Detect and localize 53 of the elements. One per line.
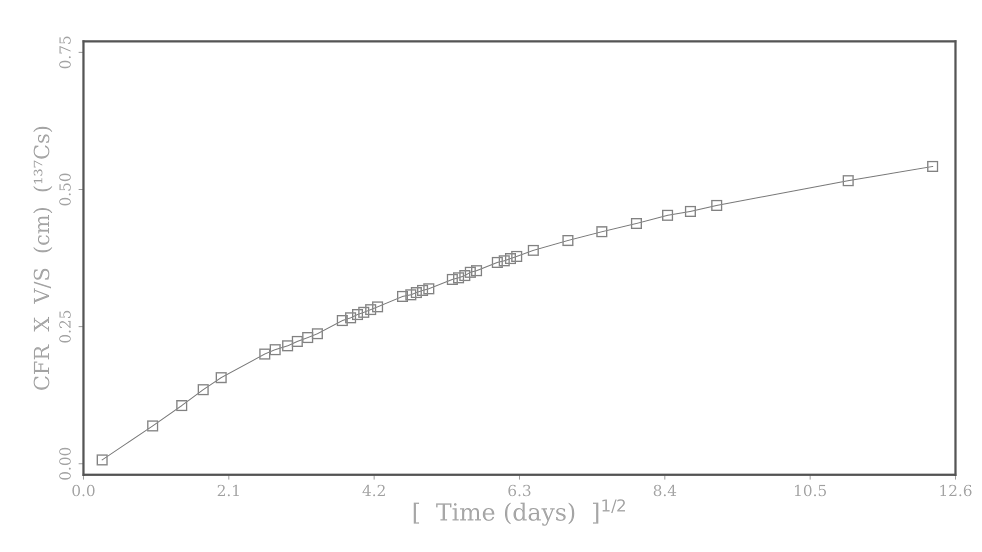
point — [176, 400, 188, 412]
y-tick-label: 0.00 — [59, 448, 71, 480]
point — [684, 206, 696, 217]
point — [365, 304, 376, 316]
point — [312, 328, 323, 340]
point — [372, 301, 384, 312]
x-tick-label: 10.5 — [795, 484, 826, 496]
point — [147, 420, 158, 432]
point — [216, 372, 227, 384]
point — [417, 284, 428, 296]
y-tick-label: 0.25 — [59, 310, 71, 343]
y-tick-label: 0.50 — [59, 174, 71, 206]
point — [453, 272, 464, 284]
point — [471, 265, 482, 276]
point — [464, 266, 476, 278]
point — [282, 340, 294, 352]
x-tick-label: 4.2 — [362, 484, 385, 496]
point — [396, 290, 408, 302]
point — [358, 306, 370, 318]
point — [259, 348, 270, 360]
point — [927, 160, 938, 172]
x-tick-label: 6.3 — [508, 484, 530, 496]
point — [596, 226, 608, 238]
point — [528, 244, 539, 256]
y-axis-title: CFR X V/S (cm) (¹³⁷Cs) — [33, 126, 52, 390]
point — [410, 287, 422, 298]
point — [292, 336, 303, 347]
point — [352, 309, 364, 320]
point — [96, 454, 108, 466]
x-axis-title: [ Time (days) ]$^{1/2}$ — [414, 499, 625, 526]
point — [842, 175, 854, 186]
x-tick-label: 2.1 — [218, 484, 239, 496]
x-tick-label: 8.4 — [654, 484, 676, 496]
point — [562, 234, 574, 246]
point — [492, 256, 503, 268]
point — [405, 289, 416, 300]
point — [504, 253, 516, 264]
point — [336, 315, 348, 326]
point — [498, 255, 510, 266]
y-tick-label: 0.75 — [59, 36, 71, 68]
point — [302, 332, 314, 344]
point — [630, 218, 642, 230]
point — [198, 384, 209, 396]
point — [662, 210, 674, 221]
point — [711, 200, 722, 211]
x-tick-label: 12.6 — [940, 484, 972, 496]
point — [446, 274, 458, 286]
point — [511, 250, 522, 262]
point — [423, 283, 434, 294]
point — [345, 312, 356, 324]
point — [270, 344, 281, 356]
point — [459, 270, 470, 282]
x-tick-label: 0.0 — [72, 484, 95, 496]
